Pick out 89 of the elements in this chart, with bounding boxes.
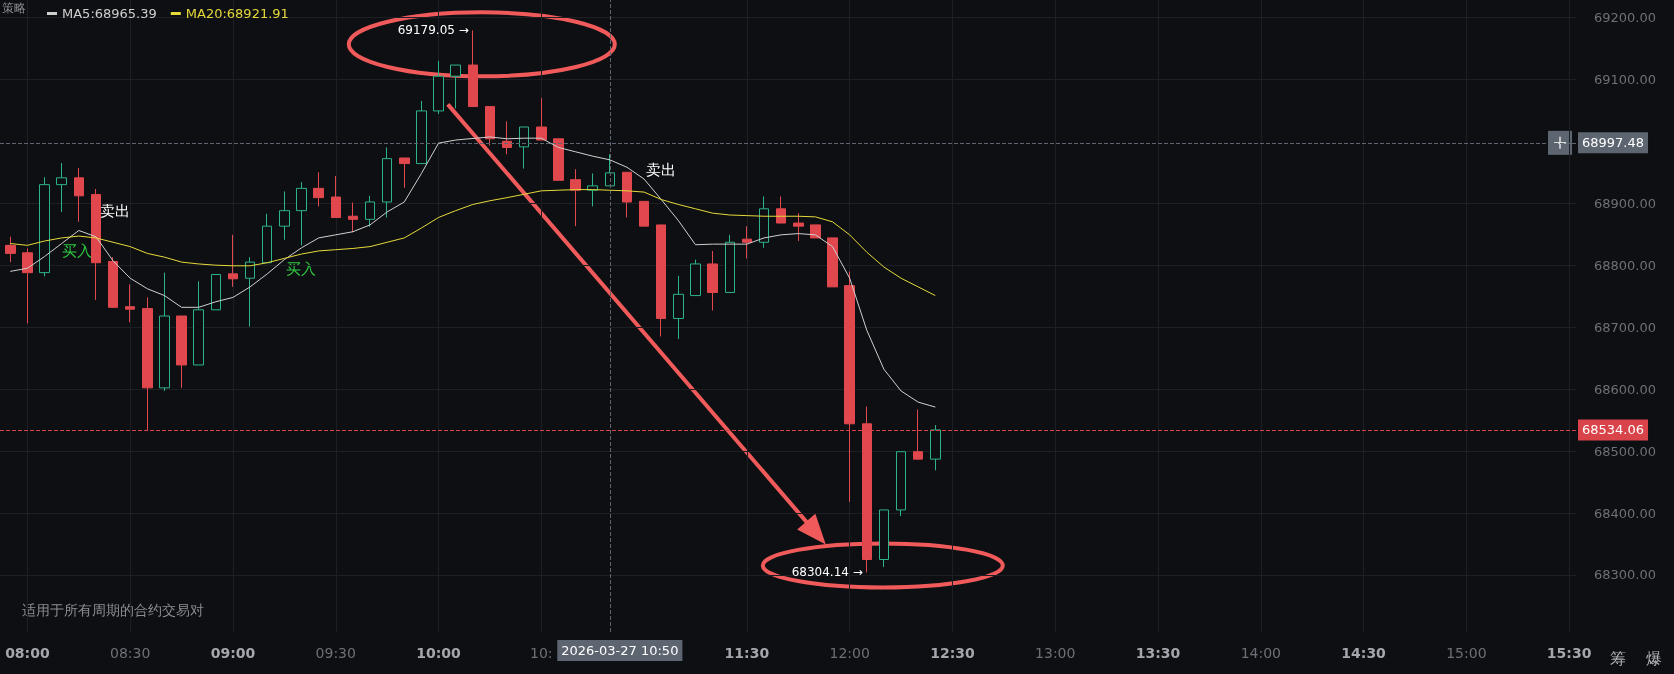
candlestick [348, 202, 358, 233]
candlestick [91, 188, 101, 301]
candlestick [176, 315, 187, 389]
candlestick [707, 250, 718, 311]
candlestick [519, 126, 529, 170]
candlestick [382, 146, 392, 218]
candlestick [296, 181, 307, 246]
y-tick-label: 68400.00 [1594, 505, 1657, 521]
candlestick [245, 256, 255, 328]
y-tick-label: 69100.00 [1594, 71, 1657, 87]
candlestick [725, 234, 735, 293]
candlestick [776, 195, 786, 224]
ref-line-label: 68534.06 [1582, 422, 1645, 438]
legend-label: MA5:68965.39 [62, 6, 157, 21]
candlestick [502, 120, 512, 155]
x-tick-label: 15:00 [1446, 645, 1487, 661]
candlestick [742, 225, 752, 259]
candlestick [827, 237, 838, 288]
candlestick [262, 213, 272, 264]
candlestick [399, 157, 410, 189]
x-tick-label: 09:00 [210, 645, 256, 661]
candlestick [74, 167, 84, 223]
candlestick [879, 509, 889, 568]
candlestick [125, 283, 135, 323]
legend-label: MA20:68921.91 [185, 6, 289, 21]
x-tick-label: 10:00 [416, 645, 462, 661]
x-tick-label: 13:30 [1135, 645, 1181, 661]
ref-line-label: 68997.48 [1582, 135, 1645, 151]
x-tick-label: 14:30 [1341, 645, 1387, 661]
x-tick-label: 11:30 [724, 645, 770, 661]
x-tick-label: 13:00 [1035, 645, 1076, 661]
candlestick [810, 224, 821, 239]
x-tick-label: 08:30 [110, 645, 151, 661]
candlestick [759, 195, 769, 249]
line-series [9, 136, 936, 408]
candlestick [690, 259, 701, 297]
candlestick [450, 64, 461, 109]
candlestick [433, 60, 444, 115]
candlestick [930, 424, 941, 471]
x-tick-label: 12:30 [930, 645, 975, 661]
y-tick-label: 68600.00 [1594, 381, 1657, 397]
y-tick-label: 68700.00 [1594, 319, 1657, 335]
candlestick [553, 138, 564, 181]
candlestick [485, 106, 495, 147]
candlestick [211, 273, 221, 311]
text: 爆 [1646, 648, 1662, 668]
ref-line-label: 2026-03-27 10:50 [561, 643, 679, 658]
candlestick [331, 175, 341, 218]
candlestick [39, 176, 50, 277]
candlestick [570, 168, 581, 227]
candlestick [896, 451, 906, 517]
candlestick [193, 280, 204, 366]
candlestick [468, 29, 478, 108]
candlestick [793, 212, 804, 242]
annotation: 策略 [2, 1, 26, 15]
candlestick [56, 162, 67, 213]
candlestick [5, 236, 16, 263]
y-tick-label: 68900.00 [1594, 195, 1657, 211]
candlestick [228, 234, 238, 288]
annotation: 卖出 [100, 201, 130, 220]
candlestick [639, 200, 649, 227]
candlestick [159, 272, 170, 392]
candlestick [605, 153, 615, 187]
text: 筹 [1610, 648, 1626, 668]
y-tick-label: 68800.00 [1594, 257, 1657, 273]
candlestick [313, 171, 324, 207]
candlestick [279, 190, 290, 241]
y-tick-label: 68500.00 [1594, 443, 1657, 459]
y-tick-label: 69200.00 [1594, 9, 1657, 25]
line-series [9, 189, 936, 297]
candlestick [416, 100, 427, 165]
y-tick-label: 68300.00 [1594, 567, 1657, 583]
annotation: 买入 [62, 241, 92, 260]
candlestick [656, 224, 666, 337]
x-tick-label: 09:30 [315, 645, 356, 661]
candlestick [673, 275, 684, 340]
x-tick-label: 15:30 [1546, 645, 1592, 661]
x-tick-label: 12:00 [829, 645, 870, 661]
candlestick [22, 247, 33, 324]
annotation: 69179.05 → [397, 23, 469, 38]
annotation: 卖出 [646, 160, 676, 179]
x-tick-label: 10: [530, 645, 553, 661]
candlestick [108, 256, 118, 309]
candlestick [365, 195, 375, 228]
x-tick-label: 14:00 [1240, 645, 1281, 661]
candlestick [622, 171, 632, 218]
x-tick-label: 08:00 [5, 645, 50, 661]
candlestick [536, 97, 547, 141]
annotation: 68304.14 → [791, 565, 863, 580]
